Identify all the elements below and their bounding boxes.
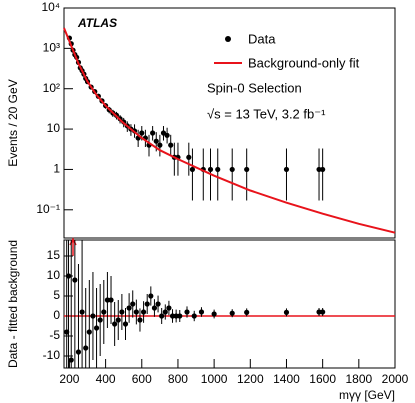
data-point	[162, 309, 168, 315]
data-point	[177, 313, 183, 319]
x-tick-label: 200	[59, 372, 79, 386]
data-point	[166, 305, 172, 311]
x-tick-label: 600	[132, 372, 152, 386]
data-point	[83, 345, 89, 351]
data-point	[104, 297, 111, 303]
y-axis-label: Data - fitted background	[6, 240, 20, 368]
atlas-label: ATLAS	[77, 16, 117, 30]
data-point	[153, 138, 159, 144]
x-tick-label: 1600	[309, 372, 336, 386]
data-point	[93, 325, 100, 331]
data-point	[151, 305, 158, 311]
data-point	[316, 166, 322, 173]
data-point	[72, 277, 78, 283]
y-tick-label: -10	[43, 348, 61, 362]
x-tick-label: 1800	[345, 372, 372, 386]
y-tick-label: 10⁻¹	[36, 202, 60, 216]
y-tick-label: 10³	[43, 41, 60, 55]
legend-label: Data	[248, 31, 276, 46]
data-point	[191, 313, 197, 319]
data-point	[157, 142, 163, 148]
y-axis-label: Events / 20 GeV	[6, 79, 20, 166]
y-tick-label: 5	[53, 288, 60, 302]
data-point	[108, 297, 114, 303]
data-point	[130, 301, 136, 307]
data-point	[168, 142, 174, 148]
data-point	[173, 313, 179, 319]
data-point	[184, 309, 190, 315]
data-point	[316, 309, 322, 315]
x-tick-label: 1200	[237, 372, 264, 386]
data-point	[65, 273, 72, 279]
data-point	[189, 166, 196, 173]
data-point	[150, 130, 156, 136]
x-tick-label: 1000	[201, 372, 228, 386]
data-point	[186, 154, 192, 160]
data-point	[244, 309, 250, 315]
data-point	[244, 166, 250, 173]
x-tick-label: 400	[96, 372, 116, 386]
y-tick-label: 10	[47, 268, 61, 282]
data-point	[215, 166, 221, 173]
y-tick-label: 1	[53, 162, 60, 176]
data-point	[283, 166, 290, 173]
legend-marker	[225, 36, 231, 42]
x-tick-label: 2000	[382, 372, 409, 386]
data-point	[97, 317, 103, 323]
y-tick-label: 10²	[43, 81, 60, 95]
y-tick-label: 10	[47, 121, 61, 135]
y-tick-label: 0	[53, 308, 60, 322]
data-point	[144, 301, 150, 307]
data-point	[164, 132, 170, 138]
data-point	[283, 309, 290, 315]
data-point	[115, 317, 121, 323]
data-point	[75, 349, 82, 355]
fit-line	[63, 27, 396, 234]
data-point	[140, 309, 147, 315]
data-point	[133, 309, 139, 315]
y-tick-label: 10⁴	[41, 0, 60, 14]
data-point	[169, 313, 176, 319]
data-point	[155, 301, 161, 307]
data-point	[122, 321, 129, 327]
x-tick-label: 1400	[273, 372, 300, 386]
data-point	[126, 305, 132, 311]
data-point	[139, 130, 145, 136]
top-frame	[63, 7, 396, 239]
data-point	[148, 293, 154, 299]
data-point	[229, 166, 235, 173]
bottom-frame	[63, 239, 396, 369]
data-point	[207, 166, 214, 173]
data-point	[119, 309, 125, 315]
data-point	[211, 311, 217, 317]
data-point	[86, 329, 92, 335]
data-point	[198, 309, 205, 315]
data-point	[101, 309, 107, 315]
x-axis-label: mγγ [GeV]	[339, 388, 395, 402]
y-tick-label: -5	[49, 328, 60, 342]
data-point	[159, 313, 165, 319]
y-tick-label: 15	[47, 248, 61, 262]
x-tick-label: 800	[168, 372, 188, 386]
data-point	[320, 309, 326, 315]
data-point	[320, 166, 326, 173]
data-point	[137, 317, 143, 323]
data-point	[64, 329, 70, 335]
data-point	[68, 357, 74, 363]
data-point	[90, 313, 96, 319]
legend-label: Background-only fit	[248, 55, 360, 70]
annotation: Spin-0 Selection	[207, 80, 302, 95]
data-point	[229, 310, 235, 316]
data-point	[79, 309, 85, 315]
data-point	[112, 321, 118, 327]
annotation: √s = 13 TeV, 3.2 fb⁻¹	[207, 106, 326, 121]
